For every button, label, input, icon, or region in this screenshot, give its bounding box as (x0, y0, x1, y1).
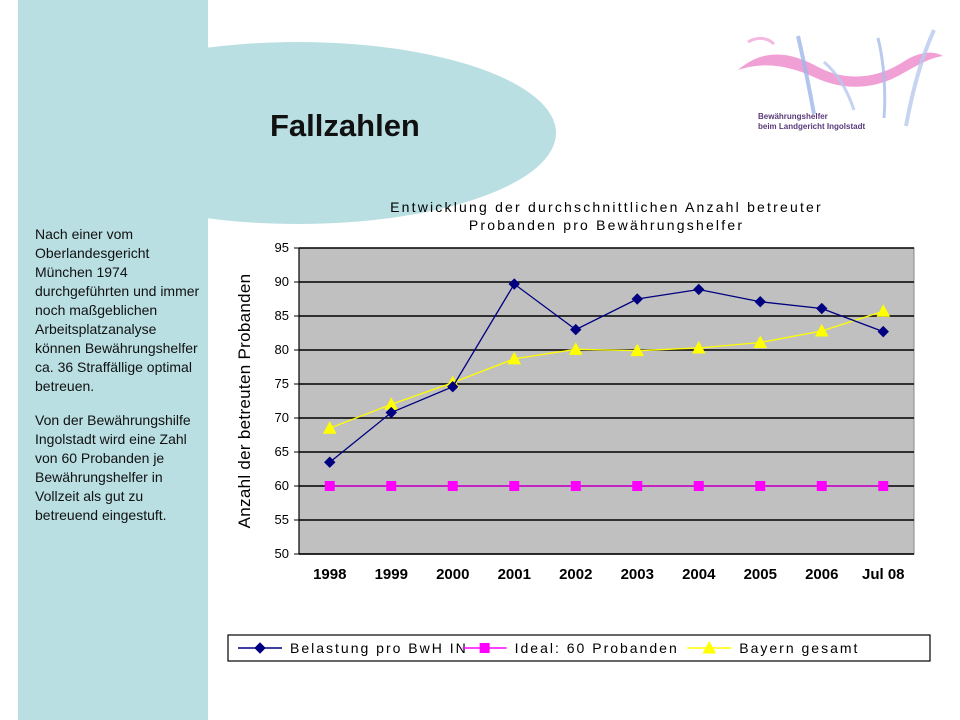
data-point (876, 304, 891, 317)
y-axis-label: Anzahl der betreuten Probanden (235, 274, 254, 529)
data-point (814, 323, 829, 337)
x-tick-label: 2005 (744, 566, 777, 583)
legend-label: Bayern gesamt (739, 640, 859, 656)
data-point (447, 381, 459, 393)
legend-marker (479, 643, 490, 653)
data-point (755, 481, 766, 491)
legend-marker (254, 642, 266, 654)
logo-blue-stroke-1 (796, 35, 816, 115)
data-point (816, 481, 827, 491)
y-tick-label: 75 (275, 376, 289, 391)
y-tick-label: 80 (275, 342, 289, 357)
legend-label: Belastung pro BwH IN (290, 640, 468, 656)
data-point (324, 456, 336, 468)
data-point (385, 406, 397, 419)
page-title: Fallzahlen (270, 108, 420, 143)
y-tick-label: 55 (275, 512, 289, 527)
side-paragraph-2: Von der Bewährungshilfe Ingolstadt wird … (35, 412, 191, 523)
x-tick-label: 2004 (682, 566, 716, 583)
y-tick-label: 90 (275, 274, 289, 289)
data-point (386, 481, 397, 491)
line-chart: Entwicklung der durchschnittlichen Anzah… (227, 199, 931, 662)
x-tick-label: 2002 (559, 566, 592, 583)
title-ellipse (40, 42, 556, 224)
x-tick-label: 1999 (375, 566, 408, 583)
data-point (632, 481, 643, 491)
chart-title-line: Probanden pro Bewährungshelfer (469, 217, 744, 233)
x-tick-label: 2000 (436, 566, 469, 583)
data-point (570, 323, 582, 336)
data-point (630, 343, 645, 357)
data-point (508, 278, 520, 290)
data-point (877, 325, 889, 338)
logo-line-2: beim Landgericht Ingolstadt (758, 122, 866, 131)
series-line (329, 310, 884, 429)
legend-box (227, 634, 931, 662)
data-point (324, 481, 335, 491)
logo-blue-stroke-2 (823, 60, 856, 111)
data-point (322, 421, 337, 434)
logo-pink-swash (738, 52, 943, 87)
logo-pink-swirl (747, 36, 776, 46)
x-tick-label: Jul 08 (862, 566, 905, 583)
chart-title-line: Entwicklung der durchschnittlichen Anzah… (390, 199, 823, 215)
data-point (509, 481, 520, 491)
logo-blue-stroke-3 (876, 37, 887, 119)
data-point (691, 340, 706, 354)
y-tick-label: 60 (275, 478, 289, 493)
data-point (447, 481, 458, 491)
data-point (693, 283, 705, 296)
logo-subtitle: Bewährungshelfer beim Landgericht Ingols… (758, 112, 865, 132)
legend-label: Ideal: 60 Probanden (515, 640, 679, 656)
data-point (693, 481, 704, 491)
y-tick-label: 95 (275, 240, 289, 255)
logo-line-1: Bewährungshelfer (758, 112, 828, 121)
logo-blue-stroke-4 (904, 29, 936, 127)
y-tick-label: 50 (275, 546, 289, 561)
x-tick-label: 1998 (313, 566, 346, 583)
data-point (507, 351, 522, 365)
data-point (568, 342, 583, 355)
x-tick-label: 2003 (621, 566, 654, 583)
series-line (329, 283, 884, 463)
data-point (816, 302, 828, 315)
legend-marker (702, 640, 717, 654)
side-paragraph-1: Nach einer vom Oberlandesgericht München… (35, 226, 200, 394)
y-tick-label: 85 (275, 308, 289, 323)
y-tick-label: 65 (275, 444, 289, 459)
x-tick-label: 2006 (805, 566, 838, 583)
side-text: Nach einer vom Oberlandesgericht München… (35, 225, 200, 540)
y-tick-label: 70 (275, 410, 289, 425)
organization-logo (738, 29, 943, 127)
data-point (570, 481, 581, 491)
data-point (878, 481, 889, 491)
data-point (753, 335, 768, 349)
data-point (631, 293, 643, 305)
x-tick-label: 2001 (498, 566, 531, 583)
data-point (754, 296, 766, 308)
